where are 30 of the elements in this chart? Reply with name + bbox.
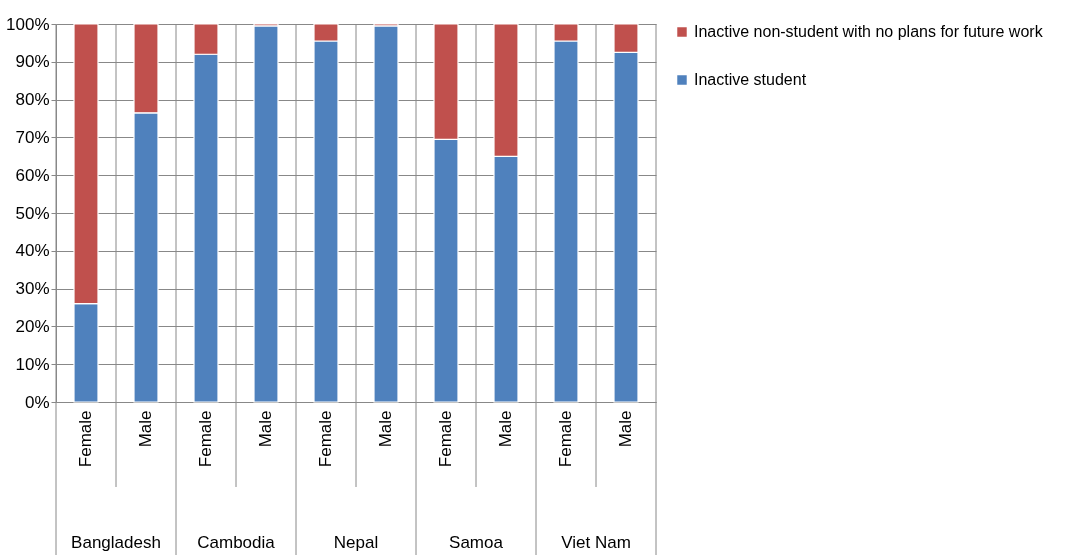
y-tick-label: 100% [6,14,50,34]
y-tick-label: 50% [15,203,50,223]
bar [253,25,279,403]
text: Nepal [333,533,379,552]
text: Viet Nam [561,533,631,552]
legend-label: Inactive student [694,71,807,88]
y-tick-label: 70% [15,127,50,147]
legend-label: Inactive non-student with no plans for future work [694,23,1044,40]
text: Cambodia [197,533,276,552]
y-tick-label: 10% [15,354,50,374]
y-tick-label: 20% [15,316,50,336]
text: Samoa [449,533,504,552]
bar [373,25,399,403]
y-tick-label: 40% [15,241,50,261]
x-tick-label: Female [316,410,335,468]
x-tick-label: Male [496,410,515,448]
y-tick-label: 60% [15,165,50,185]
x-tick-label: Male [136,410,155,448]
y-tick-label: 80% [15,90,50,110]
x-tick-label: Female [196,410,215,468]
x-tick-label: Male [616,410,635,448]
x-tick-label: Male [256,410,275,448]
y-tick-label: 0% [24,392,50,412]
x-tick-label: Female [556,410,575,468]
x-tick-label: Male [376,410,395,448]
text: Bangladesh [71,533,161,552]
x-tick-label: Female [76,410,95,468]
x-tick-label: Female [436,410,455,468]
y-tick-label: 90% [15,52,50,72]
y-tick-label: 30% [15,279,50,299]
